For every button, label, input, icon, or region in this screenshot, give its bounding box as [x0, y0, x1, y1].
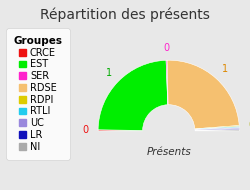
Text: 0: 0	[249, 120, 250, 130]
Text: 0: 0	[249, 123, 250, 133]
Text: 0: 0	[249, 121, 250, 131]
Text: 0: 0	[82, 125, 88, 135]
Wedge shape	[98, 130, 142, 131]
Text: Répartition des présents: Répartition des présents	[40, 8, 210, 22]
Wedge shape	[195, 126, 239, 129]
Text: 0: 0	[249, 124, 250, 134]
Text: Présents: Présents	[146, 147, 191, 157]
Wedge shape	[98, 60, 168, 131]
Text: 0: 0	[249, 125, 250, 135]
Text: 1: 1	[106, 68, 112, 78]
Wedge shape	[195, 130, 240, 131]
Text: 0: 0	[163, 43, 169, 52]
Wedge shape	[167, 60, 239, 129]
Wedge shape	[166, 60, 168, 105]
Text: 1: 1	[222, 64, 228, 74]
Wedge shape	[195, 129, 240, 131]
Legend: CRCE, EST, SER, RDSE, RDPI, RTLI, UC, LR, NI: CRCE, EST, SER, RDSE, RDPI, RTLI, UC, LR…	[9, 31, 68, 157]
Wedge shape	[195, 127, 239, 130]
Wedge shape	[195, 128, 239, 130]
